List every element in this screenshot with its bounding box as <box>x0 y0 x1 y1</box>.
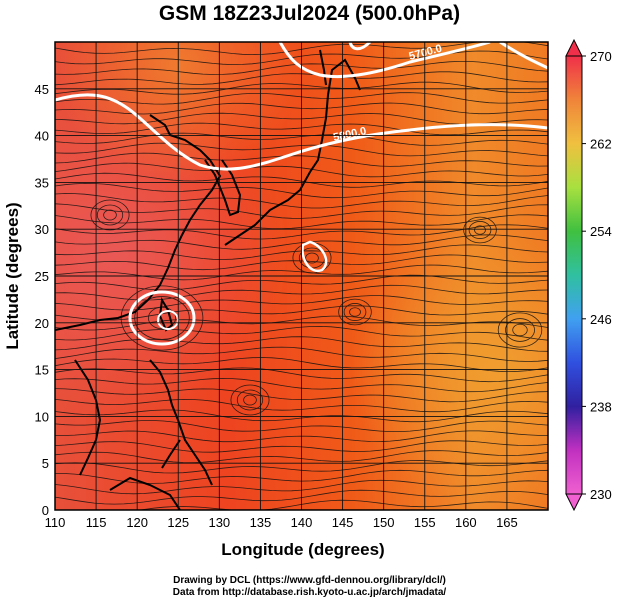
high-contour-japan-south <box>301 240 328 273</box>
gridlines <box>55 42 548 510</box>
y-tick-label: 20 <box>35 316 49 331</box>
streamline-swirl <box>96 204 124 226</box>
height-contours <box>55 42 548 346</box>
streamline-swirl <box>120 285 204 351</box>
x-tick-label: 135 <box>250 515 272 530</box>
streamline-swirl <box>512 323 528 337</box>
x-tick-label: 145 <box>332 515 354 530</box>
y-tick-label: 45 <box>35 82 49 97</box>
streamline-swirl <box>463 216 497 244</box>
streamline-swirl <box>236 389 264 411</box>
y-axis-title: Latitude (degrees) <box>3 202 22 349</box>
plot-frame <box>54 41 549 511</box>
colorbar-tick-label: 270 <box>590 49 612 64</box>
y-tick-label: 10 <box>35 409 49 424</box>
x-tick-label: 110 <box>45 515 66 530</box>
x-tick-label: 120 <box>126 515 148 530</box>
x-tick-label: 150 <box>373 515 395 530</box>
x-tick-label: 155 <box>414 515 436 530</box>
contour-5800 <box>55 93 548 171</box>
x-tick-label: 140 <box>291 515 313 530</box>
colorbar-bottom-arrow <box>565 493 583 512</box>
y-tick-label: 5 <box>42 456 49 471</box>
coastline-borneo <box>109 476 181 510</box>
y-tick-label: 0 <box>42 503 49 518</box>
streamline-swirl <box>343 303 367 321</box>
coastline-sakhalin <box>319 49 327 86</box>
y-tick-label: 25 <box>35 269 49 284</box>
streamline-swirl <box>134 296 190 340</box>
colorbar-tick-label: 246 <box>590 312 612 327</box>
y-axis-ticks: 0 5 10 15 20 25 30 35 40 45 <box>35 82 49 518</box>
x-tick-label: 115 <box>86 515 107 530</box>
x-axis-ticks: 110 115 120 125 130 135 140 145 150 155 160 165 <box>45 515 518 530</box>
colorbar: 270 262 254 246 238 230 <box>565 38 612 512</box>
contour-5700-east <box>499 42 548 70</box>
colorbar-top-arrow <box>565 38 583 57</box>
credits-data-source: Data from http://database.rish.kyoto-u.a… <box>172 587 447 598</box>
x-tick-label: 165 <box>496 515 518 530</box>
streamline-swirl <box>474 225 486 235</box>
colorbar-tick-label: 254 <box>590 224 612 239</box>
colorbar-tick-label: 238 <box>590 399 612 414</box>
streamline-swirl <box>103 209 117 221</box>
colorbar-strip <box>565 55 583 495</box>
coastline-korea <box>204 159 242 217</box>
y-tick-label: 15 <box>35 363 49 378</box>
map-plot-area: 5800.0 5700.0 <box>54 41 549 511</box>
streamline-swirl <box>349 307 361 317</box>
y-tick-label: 30 <box>35 222 49 237</box>
streamline-swirl <box>505 318 535 342</box>
x-axis-title: Longitude (degrees) <box>221 540 384 559</box>
streamline-swirl <box>90 199 130 231</box>
streamline-swirl <box>230 384 270 416</box>
map-title: GSM 18Z23Jul2024 (500.0hPa) <box>158 2 461 25</box>
credits-drawing: Drawing by DCL (https://www.gfd-dennou.o… <box>173 575 446 586</box>
coastline-china <box>55 114 222 331</box>
streamline-swirl <box>243 394 257 406</box>
streamline-swirl <box>497 312 543 348</box>
contour-low-north <box>348 42 372 51</box>
contour-5700 <box>278 42 491 79</box>
colorbar-tick-label: 230 <box>590 487 612 502</box>
y-tick-label: 40 <box>35 129 49 144</box>
x-tick-label: 160 <box>455 515 477 530</box>
colorbar-ticks: 270 262 254 246 238 230 <box>582 49 612 502</box>
coastline-vietnam <box>74 359 102 476</box>
x-tick-label: 125 <box>167 515 189 530</box>
streamline-swirl <box>338 298 372 326</box>
streamline-swirl <box>468 221 492 239</box>
y-tick-label: 35 <box>35 175 49 190</box>
typhoon-contour-outer <box>128 290 196 346</box>
streamline-swirl <box>305 252 319 264</box>
x-tick-label: 130 <box>208 515 230 530</box>
credits: Drawing by DCL (https://www.gfd-dennou.o… <box>0 575 619 599</box>
colorbar-tick-label: 262 <box>590 137 612 152</box>
